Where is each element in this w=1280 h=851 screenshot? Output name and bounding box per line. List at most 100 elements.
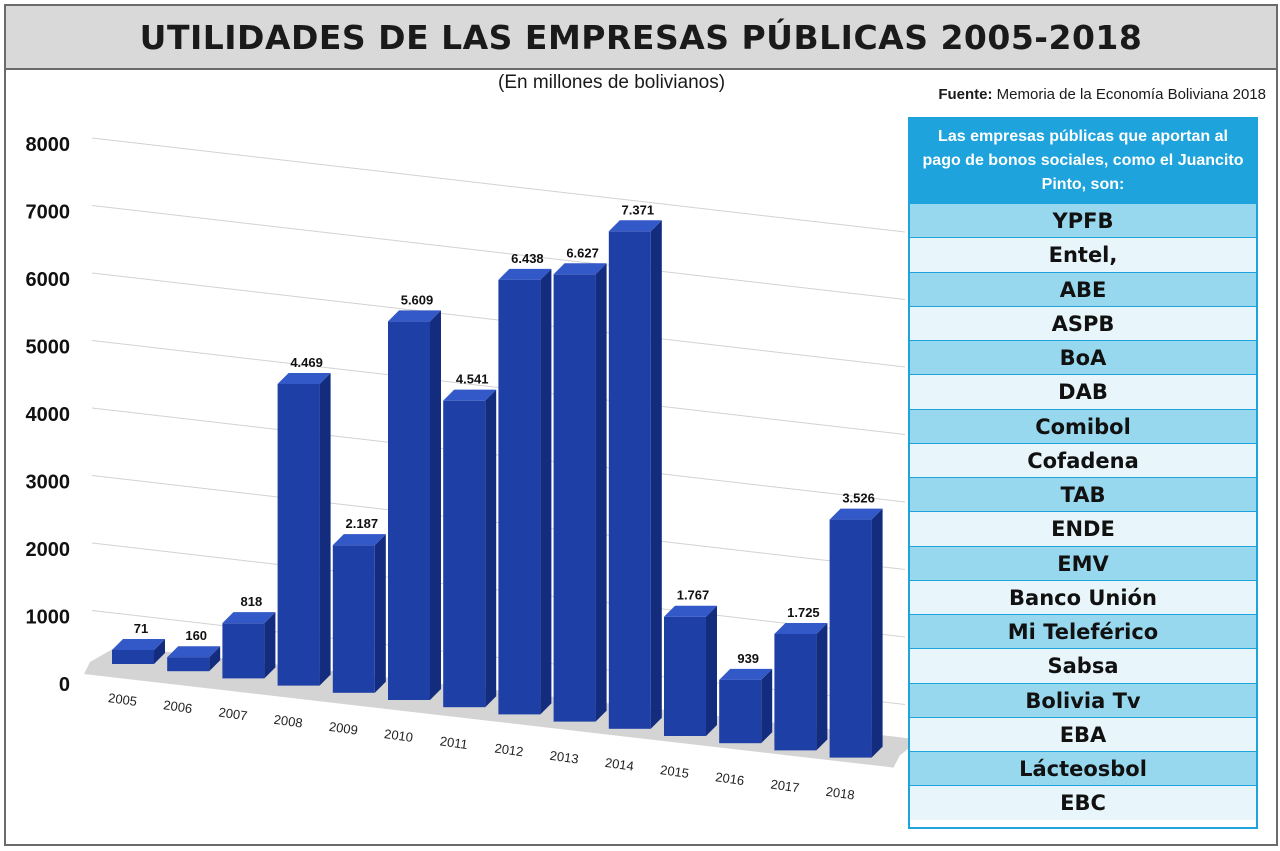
value-label: 71 <box>134 621 148 636</box>
bar-top <box>608 220 662 232</box>
bar <box>332 534 386 693</box>
source-note: Fuente: Memoria de la Economía Boliviana… <box>938 86 1266 103</box>
bar-side <box>871 508 883 758</box>
bar <box>608 220 662 729</box>
source-label: Fuente: <box>938 86 993 103</box>
value-label: 1.725 <box>787 605 820 620</box>
bar-top <box>388 310 441 322</box>
y-tick-label: 6000 <box>26 269 71 291</box>
value-label: 3.526 <box>842 491 875 506</box>
x-tick-label: 2007 <box>218 705 249 724</box>
chart-title: UTILIDADES DE LAS EMPRESAS PÚBLICAS 2005… <box>139 17 1143 57</box>
chart-subtitle: (En millones de bolivianos) <box>498 72 726 93</box>
value-label: 6.627 <box>566 245 599 260</box>
bar-top <box>774 622 828 634</box>
bar <box>774 622 828 751</box>
x-tick-label: 2017 <box>770 777 801 796</box>
x-tick-label: 2018 <box>825 784 856 803</box>
company-item: EBC <box>910 785 1256 820</box>
x-tick-label: 2010 <box>383 726 414 745</box>
bar-side <box>595 263 607 722</box>
bar-front <box>388 321 430 700</box>
y-tick-label: 1000 <box>26 607 71 629</box>
bar-front <box>553 274 596 722</box>
bars <box>112 220 883 758</box>
x-tick-label: 2006 <box>162 697 193 716</box>
bar <box>498 268 552 715</box>
bar-top <box>498 268 552 280</box>
bar-front <box>719 679 762 744</box>
bar <box>829 508 883 758</box>
bar-top <box>664 605 717 617</box>
company-item: Banco Unión <box>910 579 1256 614</box>
bar <box>167 646 221 672</box>
x-tick-label: 2015 <box>659 762 690 781</box>
y-tick-label: 0 <box>59 674 70 696</box>
bar-side <box>264 612 276 679</box>
bar <box>222 612 276 679</box>
x-tick-label: 2013 <box>549 748 580 767</box>
company-item: TAB <box>910 477 1256 512</box>
value-label: 6.438 <box>511 251 544 266</box>
value-label: 4.469 <box>290 355 323 370</box>
x-tick-label: 2016 <box>714 769 745 788</box>
source-text: Memoria de la Economía Boliviana 2018 <box>996 86 1266 103</box>
bar <box>277 372 331 686</box>
y-tick-label: 7000 <box>26 202 71 224</box>
bar-top <box>829 508 883 520</box>
value-label: 7.371 <box>622 202 655 217</box>
panel-heading: Las empresas públicas que aportan al pag… <box>910 119 1256 203</box>
bar-side <box>319 372 331 686</box>
company-item: Comibol <box>910 408 1256 443</box>
companies-panel: Las empresas públicas que aportan al pag… <box>908 117 1258 829</box>
x-tick-label: 2012 <box>494 741 525 760</box>
bar-top <box>277 372 331 384</box>
company-item: BoA <box>910 340 1256 375</box>
bar-side <box>761 668 773 744</box>
x-tick-label: 2005 <box>107 690 138 709</box>
x-tick-label: 2008 <box>273 712 304 731</box>
value-label: 4.541 <box>456 372 489 387</box>
bar-side <box>540 268 552 715</box>
company-item: ABE <box>910 271 1256 306</box>
bar-front <box>498 279 541 715</box>
bar-front <box>277 383 320 686</box>
value-label: 818 <box>241 594 263 609</box>
y-tick-label: 3000 <box>26 472 71 494</box>
x-tick-label: 2014 <box>604 755 635 774</box>
y-tick-label: 5000 <box>26 337 71 359</box>
gridline <box>91 137 906 233</box>
x-tick-label: 2011 <box>439 733 469 752</box>
bar-top <box>443 389 497 401</box>
y-axis: 0 1000 2000 3000 4000 5000 6000 7000 8000 <box>26 134 71 696</box>
company-item: Sabsa <box>910 648 1256 683</box>
bar-side <box>485 389 497 708</box>
value-label: 2.187 <box>346 516 379 531</box>
y-tick-label: 8000 <box>26 134 71 156</box>
company-item: Bolivia Tv <box>910 682 1256 717</box>
company-item: EMV <box>910 545 1256 580</box>
x-axis: 2005 2006 2007 2008 2009 2010 2011 2012 2013 2014… <box>107 690 855 802</box>
company-item: Lácteosbol <box>910 751 1256 786</box>
bar-side <box>209 646 221 672</box>
bar-front <box>443 400 486 708</box>
bar-front <box>608 231 651 729</box>
company-item: ENDE <box>910 511 1256 546</box>
company-item: Cofadena <box>910 442 1256 477</box>
bar-side <box>154 639 165 664</box>
bar-side <box>430 310 441 700</box>
value-label: 5.609 <box>401 292 434 307</box>
bar-front <box>167 657 210 672</box>
bar-front <box>112 650 154 664</box>
bar-front <box>222 623 265 679</box>
company-item: Mi Teleférico <box>910 614 1256 649</box>
bar <box>443 389 497 708</box>
bar-top <box>553 263 607 275</box>
y-tick-label: 4000 <box>26 404 71 426</box>
bar-side <box>374 534 386 693</box>
company-item: YPFB <box>910 203 1256 238</box>
x-tick-label: 2009 <box>328 719 359 738</box>
bar-front <box>332 545 375 693</box>
companies-list: YPFB Entel, ABE ASPB BoA DAB Comibol Cofadena TA… <box>910 203 1256 820</box>
bar <box>388 310 441 700</box>
